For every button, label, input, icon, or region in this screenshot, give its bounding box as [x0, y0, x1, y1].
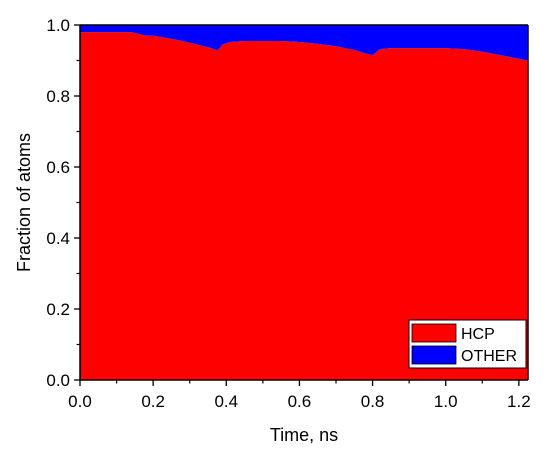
x-tick-label: 1.0 — [434, 392, 458, 411]
y-axis-label: Fraction of atoms — [14, 133, 34, 272]
legend-swatch-other — [411, 345, 457, 365]
axes: 0.0 0.2 0.4 0.6 0.8 1.0 1.2 0.0 0.2 0.4 0.6 0.8 1.0 — [46, 16, 530, 411]
legend-swatch-hcp — [411, 323, 457, 343]
y-tick-label: 0.8 — [46, 87, 70, 106]
x-axis-label: Time, ns — [270, 425, 338, 445]
area-other — [80, 25, 528, 61]
legend-label-hcp: HCP — [461, 326, 495, 343]
x-tick-label: 1.2 — [507, 392, 531, 411]
x-tick-label: 0.2 — [141, 392, 165, 411]
plot-area — [80, 25, 528, 380]
y-tick-label: 1.0 — [46, 16, 70, 35]
y-tick-label: 0.2 — [46, 300, 70, 319]
x-tick-label: 0.8 — [361, 392, 385, 411]
x-tick-label: 0.6 — [288, 392, 312, 411]
y-tick-label: 0.6 — [46, 158, 70, 177]
area-hcp — [80, 32, 528, 380]
legend-label-other: OTHER — [461, 348, 517, 365]
y-tick-label: 0.0 — [46, 371, 70, 390]
x-tick-label: 0.0 — [68, 392, 92, 411]
x-tick-label: 0.4 — [214, 392, 238, 411]
y-tick-label: 0.4 — [46, 229, 70, 248]
legend: HCP OTHER — [408, 319, 527, 369]
